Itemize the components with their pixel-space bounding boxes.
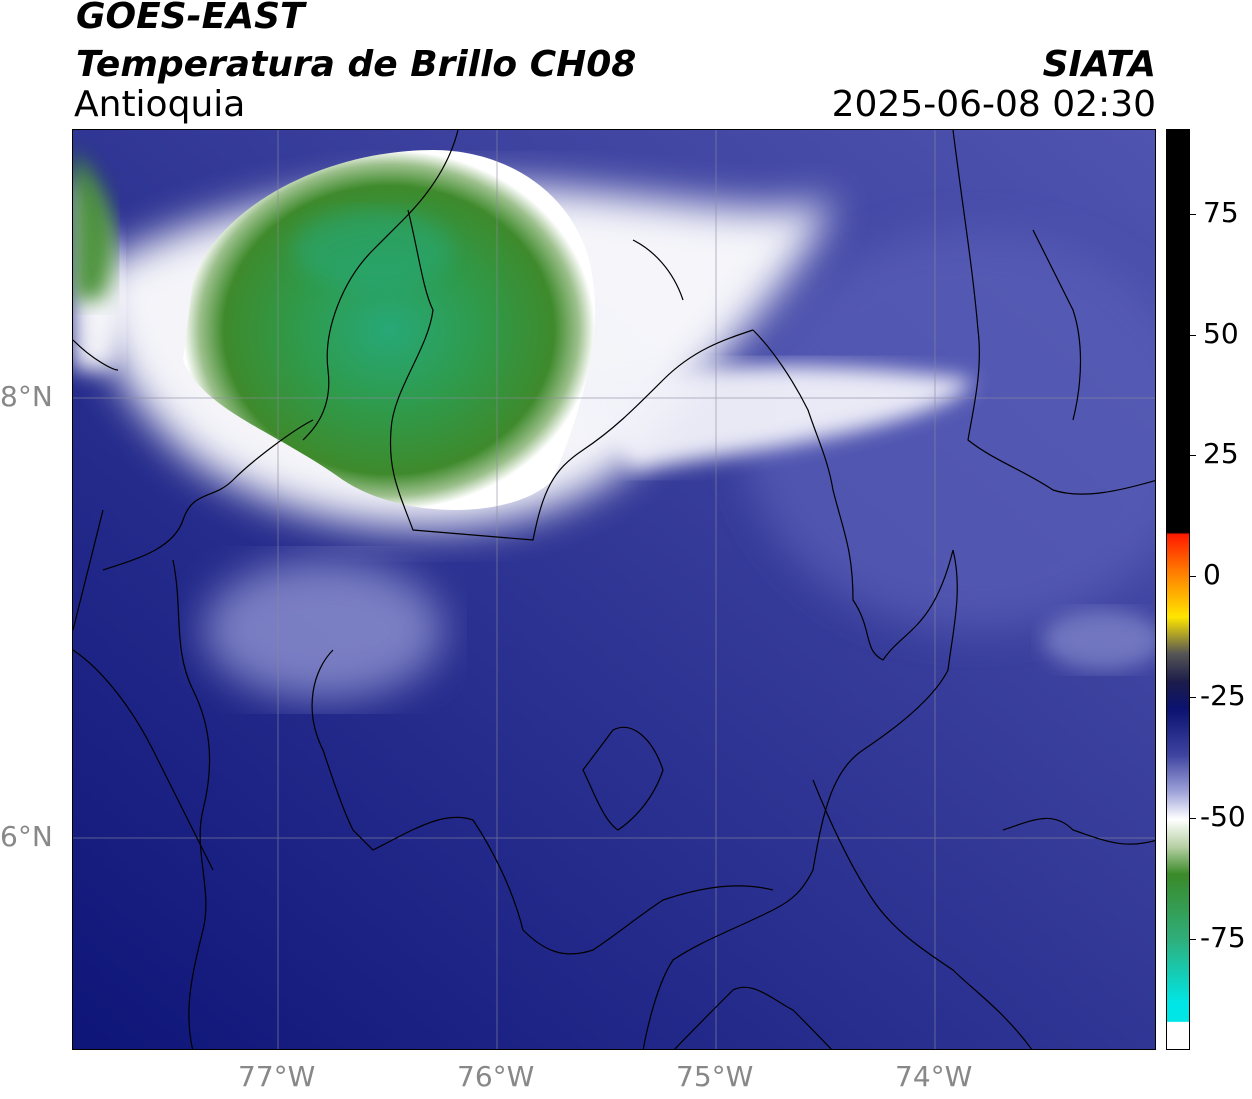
lon-tick-75w: 75°W [676, 1060, 754, 1093]
cbar-tick-mark [1190, 335, 1196, 336]
lat-tick-8n: 8°N [0, 380, 53, 413]
lon-tick-76w: 76°W [457, 1060, 535, 1093]
agency-label: SIATA [1042, 44, 1156, 85]
cbar-tick-minus25: -25 [1200, 679, 1246, 712]
cbar-tick-mark [1190, 939, 1196, 940]
cbar-tick-0: 0 [1203, 558, 1221, 591]
cbar-tick-mark [1190, 576, 1196, 577]
satellite-title: GOES-EAST [76, 0, 305, 37]
cbar-tick-minus75: -75 [1200, 921, 1246, 954]
cbar-tick-mark [1190, 214, 1196, 215]
datetime-label: 2025-06-08 02:30 [831, 84, 1156, 125]
lon-tick-77w: 77°W [238, 1060, 316, 1093]
colorbar-gradient [1167, 130, 1189, 1049]
cbar-tick-mark [1190, 697, 1196, 698]
brightness-temperature-map [72, 129, 1156, 1050]
region-title: Antioquia [74, 84, 246, 125]
map-canvas [73, 130, 1155, 1049]
cbar-tick-minus50: -50 [1200, 800, 1246, 833]
cbar-tick-25: 25 [1203, 437, 1239, 470]
product-title: Temperatura de Brillo CH08 [76, 44, 637, 85]
temperature-colorbar [1166, 129, 1190, 1050]
cbar-tick-mark [1190, 818, 1196, 819]
lat-tick-6n: 6°N [0, 820, 53, 853]
cbar-tick-75: 75 [1203, 196, 1239, 229]
cbar-tick-mark [1190, 455, 1196, 456]
cbar-tick-50: 50 [1203, 317, 1239, 350]
lon-tick-74w: 74°W [895, 1060, 973, 1093]
